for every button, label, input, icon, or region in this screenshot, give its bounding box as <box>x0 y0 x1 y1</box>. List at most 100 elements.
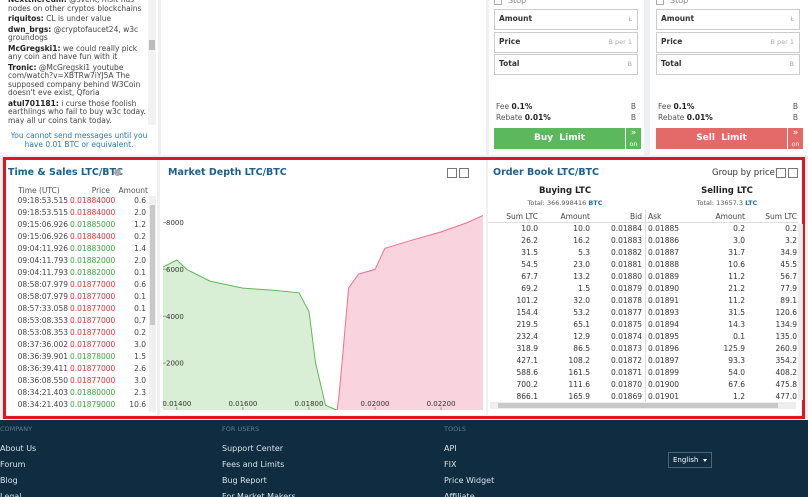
footer-link[interactable]: Affiliate <box>444 492 475 497</box>
highlight-frame <box>3 157 805 419</box>
footer-link[interactable]: Price Widget <box>444 476 495 485</box>
fee-value: 0.1% <box>673 102 695 111</box>
field-unit: B <box>789 60 794 68</box>
bid-cell: 65.1 <box>573 320 590 329</box>
group-label: Group by price: <box>712 168 778 178</box>
chat-scrollbar <box>148 0 156 125</box>
bid-cell: 101.2 <box>516 296 538 305</box>
ask-cell: 67.6 <box>728 380 745 389</box>
ask-cell: 93.3 <box>728 356 745 365</box>
group-button <box>788 168 798 178</box>
price-cell: 0.01877000 <box>70 316 116 325</box>
price-cell: 0.01882000 <box>70 268 116 277</box>
group-button <box>776 168 786 178</box>
chat-user: Nextthereum: <box>8 0 67 4</box>
ask-cell: 0.01885 <box>648 224 680 233</box>
depth-chart: 2000 4000 6000 8000 0.01400 0.01600 0.01800 0.0… <box>163 215 483 410</box>
bids-line <box>163 259 337 410</box>
ask-cell: 0.01893 <box>648 308 680 317</box>
footer-link[interactable]: Bug Report <box>222 476 267 485</box>
price-cell: 0.01877000 <box>70 292 116 301</box>
time-cell: 09:15:06.926 <box>17 232 68 241</box>
chat-message: dwn_brgs: @cryptofaucet24, w3c groundogs <box>8 25 146 43</box>
amount-cell: 3.0 <box>134 376 146 385</box>
price-cell: 0.01877000 <box>70 364 116 373</box>
bid-cell: 0.01880 <box>610 272 642 281</box>
footer-link[interactable]: Fees and Limits <box>222 460 285 469</box>
amount-cell: 2.6 <box>134 364 146 373</box>
ask-cell: 21.2 <box>728 284 745 293</box>
footer-link[interactable]: Blog <box>0 476 18 485</box>
ask-cell: 10.6 <box>728 260 745 269</box>
ask-cell: 260.9 <box>775 344 797 353</box>
price-cell: 0.01878000 <box>70 352 116 361</box>
footer-link[interactable]: FIX <box>444 460 457 469</box>
field-unit: B per 1 <box>770 38 794 46</box>
column-header: Sum LTC <box>506 212 538 221</box>
asks-line <box>336 215 483 410</box>
ask-cell: 0.01886 <box>648 236 680 245</box>
order-button[interactable]: Buy Limit <box>494 128 625 149</box>
bid-cell: 108.2 <box>568 356 590 365</box>
y-tick-label: 6000 <box>166 266 184 274</box>
field-unit: B <box>627 60 632 68</box>
ask-cell: 0.01899 <box>648 368 680 377</box>
toggle[interactable]: » on <box>625 128 641 149</box>
fee-row: Rebate 0.01% B <box>658 113 798 122</box>
asks-area <box>337 215 483 410</box>
time-cell: 08:53:08.353 <box>17 328 68 337</box>
chat-panel <box>0 0 158 155</box>
time-cell: 08:58:07.979 <box>17 280 68 289</box>
field-unit: Ł <box>628 15 632 23</box>
footer-link[interactable]: Support Center <box>222 444 284 453</box>
chat-text: CL is under value <box>46 14 112 23</box>
toggle[interactable]: » on <box>787 128 803 149</box>
fee-value: 0.1% <box>511 102 533 111</box>
amount-cell: 0.1 <box>134 268 146 277</box>
bid-cell: 0.01875 <box>610 320 642 329</box>
zoom-button <box>447 168 457 178</box>
footer-link[interactable]: Forum <box>0 460 26 469</box>
language-select[interactable]: English <box>668 452 712 468</box>
fee-value: 0.01% <box>524 113 551 122</box>
book-side-title: Buying LTC <box>538 186 592 196</box>
ask-cell: 34.9 <box>780 248 797 257</box>
time-cell: 08:37:36.002 <box>17 340 68 349</box>
stop-label: Stop <box>508 0 527 5</box>
amount-cell: 0.6 <box>134 196 146 205</box>
fee-row: Fee 0.1% B <box>658 102 798 111</box>
chat-user: McGregski1: <box>8 43 61 53</box>
bid-cell: 32.0 <box>573 296 590 305</box>
footer-link[interactable]: For Market Makers <box>222 492 296 497</box>
bid-cell: 0.01882 <box>610 248 642 257</box>
panel-title: Order Book LTC/BTC <box>493 167 600 178</box>
bid-cell: 0.01877 <box>610 308 642 317</box>
field-unit: B per 1 <box>608 38 632 46</box>
footer-link[interactable]: About Us <box>0 444 37 453</box>
bid-cell: 5.3 <box>578 248 590 257</box>
chat-text: i curse those foolish earthlings who fai… <box>8 98 146 124</box>
ask-cell: 11.2 <box>728 272 745 281</box>
x-tick-label: 0.01800 <box>294 400 323 408</box>
time-cell: 09:15:06.926 <box>17 220 68 229</box>
h-scroll-thumb <box>498 403 778 408</box>
order-button[interactable]: Sell Limit <box>656 128 787 149</box>
chat-messages: Nextthereum: @sverk, msft has nodes on o… <box>8 0 146 124</box>
bid-cell: 10.0 <box>573 224 590 233</box>
amount-cell: 1.4 <box>134 244 146 253</box>
dropdown-arrow <box>703 459 707 462</box>
column-header: Ask <box>648 212 662 221</box>
fee-label: Fee <box>658 102 672 111</box>
amount-cell: 2.0 <box>134 208 146 217</box>
footer-link[interactable]: Legal <box>0 492 22 497</box>
footer-link[interactable]: API <box>444 444 457 453</box>
total-label: Total: <box>527 199 547 207</box>
chat-message: Tronic: @McGregski1 youtube com/watch?v=… <box>8 63 146 98</box>
field-label: Price <box>661 37 683 46</box>
panel-title: Time & Sales LTC/BTC <box>8 167 123 178</box>
price-cell: 0.01877000 <box>70 280 116 289</box>
fee-value: 0.01% <box>686 113 713 122</box>
total-value: 13657.3 <box>716 199 743 207</box>
toggle-icon: » <box>792 128 799 138</box>
price-cell: 0.01885000 <box>70 220 116 229</box>
